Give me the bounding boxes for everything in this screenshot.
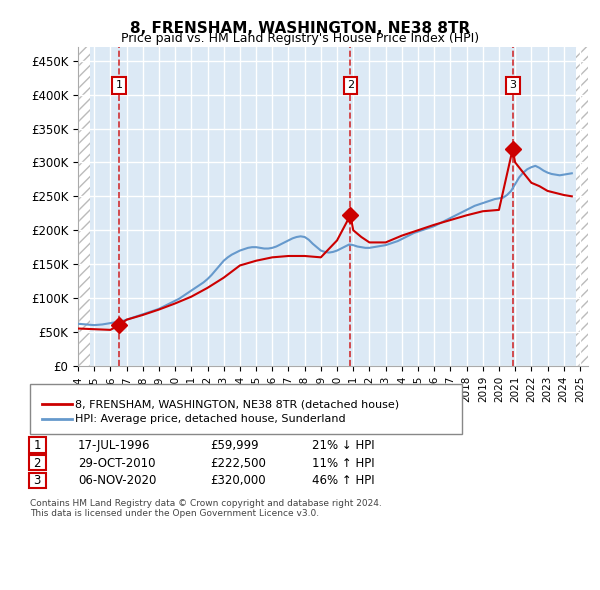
Bar [78, 47, 90, 366]
Text: 06-NOV-2020: 06-NOV-2020 [78, 474, 157, 487]
Text: 8, FRENSHAM, WASHINGTON, NE38 8TR: 8, FRENSHAM, WASHINGTON, NE38 8TR [130, 21, 470, 35]
Text: 8, FRENSHAM, WASHINGTON, NE38 8TR (detached house): 8, FRENSHAM, WASHINGTON, NE38 8TR (detac… [75, 399, 399, 409]
Text: 3: 3 [509, 80, 516, 90]
Bar [576, 47, 588, 366]
Text: HPI: Average price, detached house, Sunderland: HPI: Average price, detached house, Sund… [75, 415, 346, 424]
Text: £222,500: £222,500 [210, 457, 266, 470]
Text: £59,999: £59,999 [210, 439, 259, 452]
Text: 17-JUL-1996: 17-JUL-1996 [78, 439, 151, 452]
Text: Contains HM Land Registry data © Crown copyright and database right 2024.
This d: Contains HM Land Registry data © Crown c… [30, 499, 382, 518]
Text: Price paid vs. HM Land Registry's House Price Index (HPI): Price paid vs. HM Land Registry's House … [121, 32, 479, 45]
Text: 29-OCT-2010: 29-OCT-2010 [78, 457, 155, 470]
Text: 2: 2 [347, 80, 354, 90]
Text: 3: 3 [34, 474, 41, 487]
Text: 11% ↑ HPI: 11% ↑ HPI [312, 457, 374, 470]
Text: 2: 2 [34, 457, 41, 470]
Text: £320,000: £320,000 [210, 474, 266, 487]
Text: 1: 1 [116, 80, 122, 90]
Text: 1: 1 [34, 439, 41, 452]
Text: 21% ↓ HPI: 21% ↓ HPI [312, 439, 374, 452]
Text: 46% ↑ HPI: 46% ↑ HPI [312, 474, 374, 487]
